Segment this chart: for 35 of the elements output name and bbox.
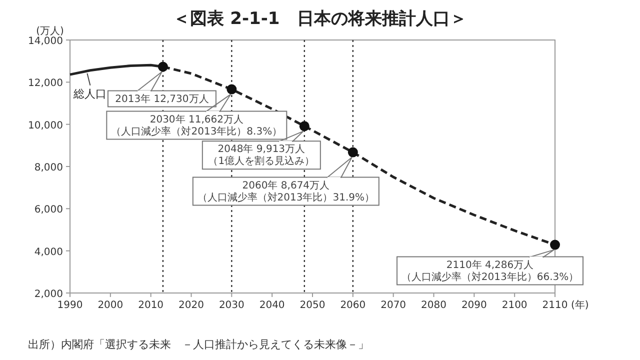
y-tick-label: 2,000 xyxy=(34,289,63,300)
annotation: 2060年 8,674万人（人口減少率（対2013年比）31.9%） xyxy=(197,179,375,204)
x-tick-label: 2020 xyxy=(178,300,204,311)
x-tick-label: 2040 xyxy=(259,300,285,311)
x-tick-label: 2100 xyxy=(502,300,528,311)
point xyxy=(550,240,560,250)
x-tick-label: 2050 xyxy=(300,300,326,311)
x-tick-label: 2010 xyxy=(138,300,164,311)
x-tick-label: 2030 xyxy=(218,300,244,311)
x-tick-label: 2060 xyxy=(340,300,366,311)
x-tick-label: 2090 xyxy=(461,300,487,311)
x-tick-label: 2070 xyxy=(380,300,406,311)
y-tick-label: 14,000 xyxy=(28,36,63,47)
point xyxy=(348,147,358,158)
y-tick-label: 12,000 xyxy=(28,78,63,90)
x-tick-label: 2080 xyxy=(421,300,446,311)
annotation: 2013年 12,730万人 xyxy=(115,92,209,105)
chart-title: ＜図表 2-1-1 日本の将来推計人口＞ xyxy=(173,9,467,29)
y-axis-title: (万人) xyxy=(36,26,64,37)
x-tick-label: 2110 xyxy=(542,300,568,311)
point xyxy=(158,62,168,72)
x-tick-label: 2000 xyxy=(98,300,124,311)
y-tick-label: 10,000 xyxy=(28,120,63,132)
series-label: 総人口 xyxy=(72,87,107,100)
point xyxy=(299,121,310,132)
annotation: 2030年 11,662万人（人口減少率（対2013年比）8.3%） xyxy=(111,113,282,138)
y-tick-label: 6,000 xyxy=(34,204,63,216)
point xyxy=(226,84,237,94)
y-tick-label: 4,000 xyxy=(34,246,63,258)
annotation: 2048年 9,913万人（1億人を割る見込み） xyxy=(208,143,315,168)
x-axis-title: (年) xyxy=(571,299,589,311)
annotation: 2110年 4,286万人（人口減少率（対2013年比）66.3%） xyxy=(401,258,579,283)
y-tick-label: 8,000 xyxy=(34,162,63,174)
text: 出所）内閣府「選択する未来 －人口推計から見えてくる未来像－」 xyxy=(28,338,369,351)
x-tick-label: 1990 xyxy=(57,300,83,311)
